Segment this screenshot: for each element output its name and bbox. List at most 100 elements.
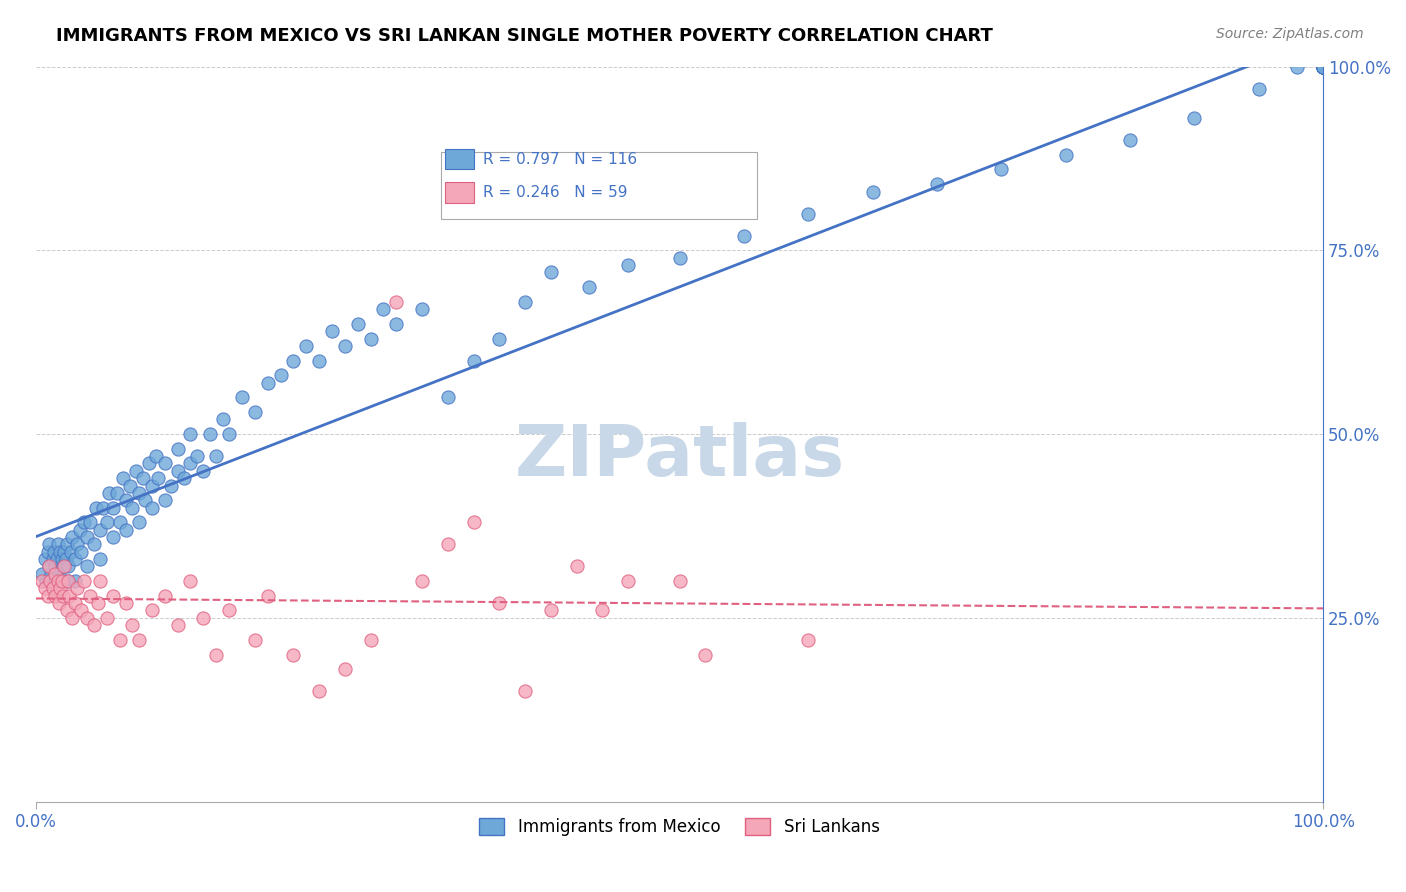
Point: [69, 523, 91, 537]
Point: [66, 582, 89, 596]
Point: [513, 684, 536, 698]
Point: [153, 457, 176, 471]
Point: [56, 603, 79, 617]
Point: [463, 353, 485, 368]
Point: [141, 500, 163, 515]
Point: [76, 530, 98, 544]
Point: [308, 684, 330, 698]
Point: [112, 471, 135, 485]
Point: [668, 251, 690, 265]
Point: [52, 589, 75, 603]
Point: [166, 464, 188, 478]
Point: [179, 574, 201, 588]
Point: [48, 566, 70, 581]
Point: [141, 603, 163, 617]
Legend: Immigrants from Mexico, Sri Lankans: Immigrants from Mexico, Sri Lankans: [471, 810, 889, 845]
Point: [463, 516, 485, 530]
Point: [48, 596, 70, 610]
Point: [63, 552, 86, 566]
Point: [56, 574, 79, 588]
Point: [46, 574, 69, 588]
FancyBboxPatch shape: [446, 182, 474, 202]
Point: [488, 332, 510, 346]
Point: [115, 523, 138, 537]
Text: IMMIGRANTS FROM MEXICO VS SRI LANKAN SINGLE MOTHER POVERTY CORRELATION CHART: IMMIGRANTS FROM MEXICO VS SRI LANKAN SIN…: [56, 27, 993, 45]
Point: [63, 596, 86, 610]
Point: [58, 589, 80, 603]
Point: [1119, 133, 1142, 147]
Point: [668, 574, 690, 588]
Point: [308, 353, 330, 368]
Point: [1312, 60, 1334, 74]
Point: [990, 162, 1012, 177]
Point: [243, 405, 266, 419]
Point: [1312, 60, 1334, 74]
FancyBboxPatch shape: [441, 152, 756, 219]
Point: [205, 648, 228, 662]
Point: [115, 596, 138, 610]
Point: [39, 574, 62, 588]
Point: [205, 449, 228, 463]
Point: [617, 258, 640, 272]
Point: [179, 457, 201, 471]
Point: [59, 544, 82, 558]
Point: [51, 552, 73, 566]
Point: [132, 471, 155, 485]
Point: [295, 339, 318, 353]
Point: [591, 603, 613, 617]
Point: [488, 596, 510, 610]
Text: R = 0.246   N = 59: R = 0.246 N = 59: [482, 185, 627, 200]
Point: [145, 449, 167, 463]
Point: [565, 559, 588, 574]
Point: [179, 427, 201, 442]
Point: [45, 552, 67, 566]
Point: [211, 412, 233, 426]
Point: [153, 493, 176, 508]
Point: [56, 537, 79, 551]
Point: [148, 471, 170, 485]
Point: [83, 618, 105, 632]
Point: [121, 618, 143, 632]
Point: [44, 566, 66, 581]
Point: [49, 544, 72, 558]
Point: [44, 559, 66, 574]
Point: [34, 552, 56, 566]
Point: [76, 611, 98, 625]
Point: [411, 574, 433, 588]
Point: [63, 574, 86, 588]
Point: [1286, 60, 1309, 74]
Point: [540, 265, 562, 279]
Point: [128, 632, 150, 647]
Point: [44, 574, 66, 588]
Point: [89, 523, 111, 537]
Point: [733, 228, 755, 243]
Point: [91, 500, 114, 515]
Point: [60, 530, 83, 544]
Text: R = 0.797   N = 116: R = 0.797 N = 116: [482, 152, 637, 167]
Point: [51, 574, 73, 588]
Point: [360, 632, 382, 647]
Point: [89, 574, 111, 588]
Point: [283, 648, 305, 662]
Point: [46, 537, 69, 551]
Point: [166, 618, 188, 632]
Point: [125, 464, 148, 478]
Point: [1312, 60, 1334, 74]
Point: [89, 552, 111, 566]
FancyBboxPatch shape: [446, 149, 474, 169]
Point: [76, 559, 98, 574]
Point: [1312, 60, 1334, 74]
Point: [101, 589, 124, 603]
Point: [193, 464, 215, 478]
Point: [134, 493, 156, 508]
Point: [51, 574, 73, 588]
Point: [105, 486, 128, 500]
Point: [578, 280, 600, 294]
Point: [128, 486, 150, 500]
Point: [321, 324, 343, 338]
Point: [193, 611, 215, 625]
Point: [346, 317, 368, 331]
Point: [333, 339, 356, 353]
Point: [540, 603, 562, 617]
Point: [38, 559, 60, 574]
